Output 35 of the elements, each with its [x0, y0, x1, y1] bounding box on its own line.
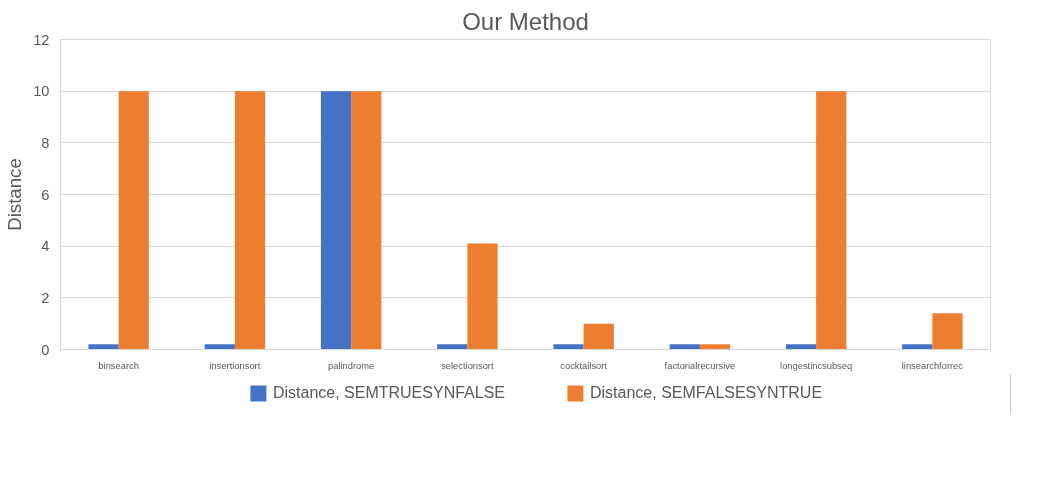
bar [816, 91, 847, 350]
bar [902, 344, 933, 350]
x-tick-label: factorialrecursive [664, 360, 736, 371]
x-tick-label: longestincsubseq [780, 360, 853, 371]
chart-title: Our Method [462, 7, 589, 35]
y-tick-label: 4 [41, 238, 50, 255]
x-tick-label: selectionsort [441, 360, 494, 371]
bar [553, 344, 584, 350]
bar [320, 91, 352, 350]
y-axis-title: Distance [4, 158, 26, 231]
x-tick-label: linsearchforrec [901, 360, 964, 371]
bar [437, 344, 468, 350]
bar [234, 91, 266, 350]
bar [204, 344, 235, 350]
y-tick-label: 2 [41, 289, 50, 306]
x-tick-label: palindrome [328, 360, 375, 371]
bar [699, 344, 731, 350]
bar [118, 91, 149, 350]
x-tick-label: insertionsort [209, 360, 261, 371]
x-tick-label: binsearch [98, 360, 139, 371]
y-tick-label: 6 [41, 186, 50, 203]
y-tick-label: 10 [33, 83, 50, 100]
bar [932, 313, 963, 350]
bar [467, 243, 498, 350]
bar [583, 323, 614, 350]
y-tick-label: 12 [33, 31, 50, 48]
y-tick-label: 0 [41, 341, 50, 358]
legend-label: Distance, SEMTRUESYNFALSE [272, 384, 505, 402]
bar [785, 344, 817, 350]
bar [88, 344, 119, 350]
y-tick-label: 8 [41, 134, 50, 151]
x-tick-label: cocktailsort [560, 360, 608, 371]
bar [351, 91, 382, 350]
bar [669, 344, 700, 350]
legend-label: Distance, SEMFALSESYNTRUE [590, 384, 823, 402]
